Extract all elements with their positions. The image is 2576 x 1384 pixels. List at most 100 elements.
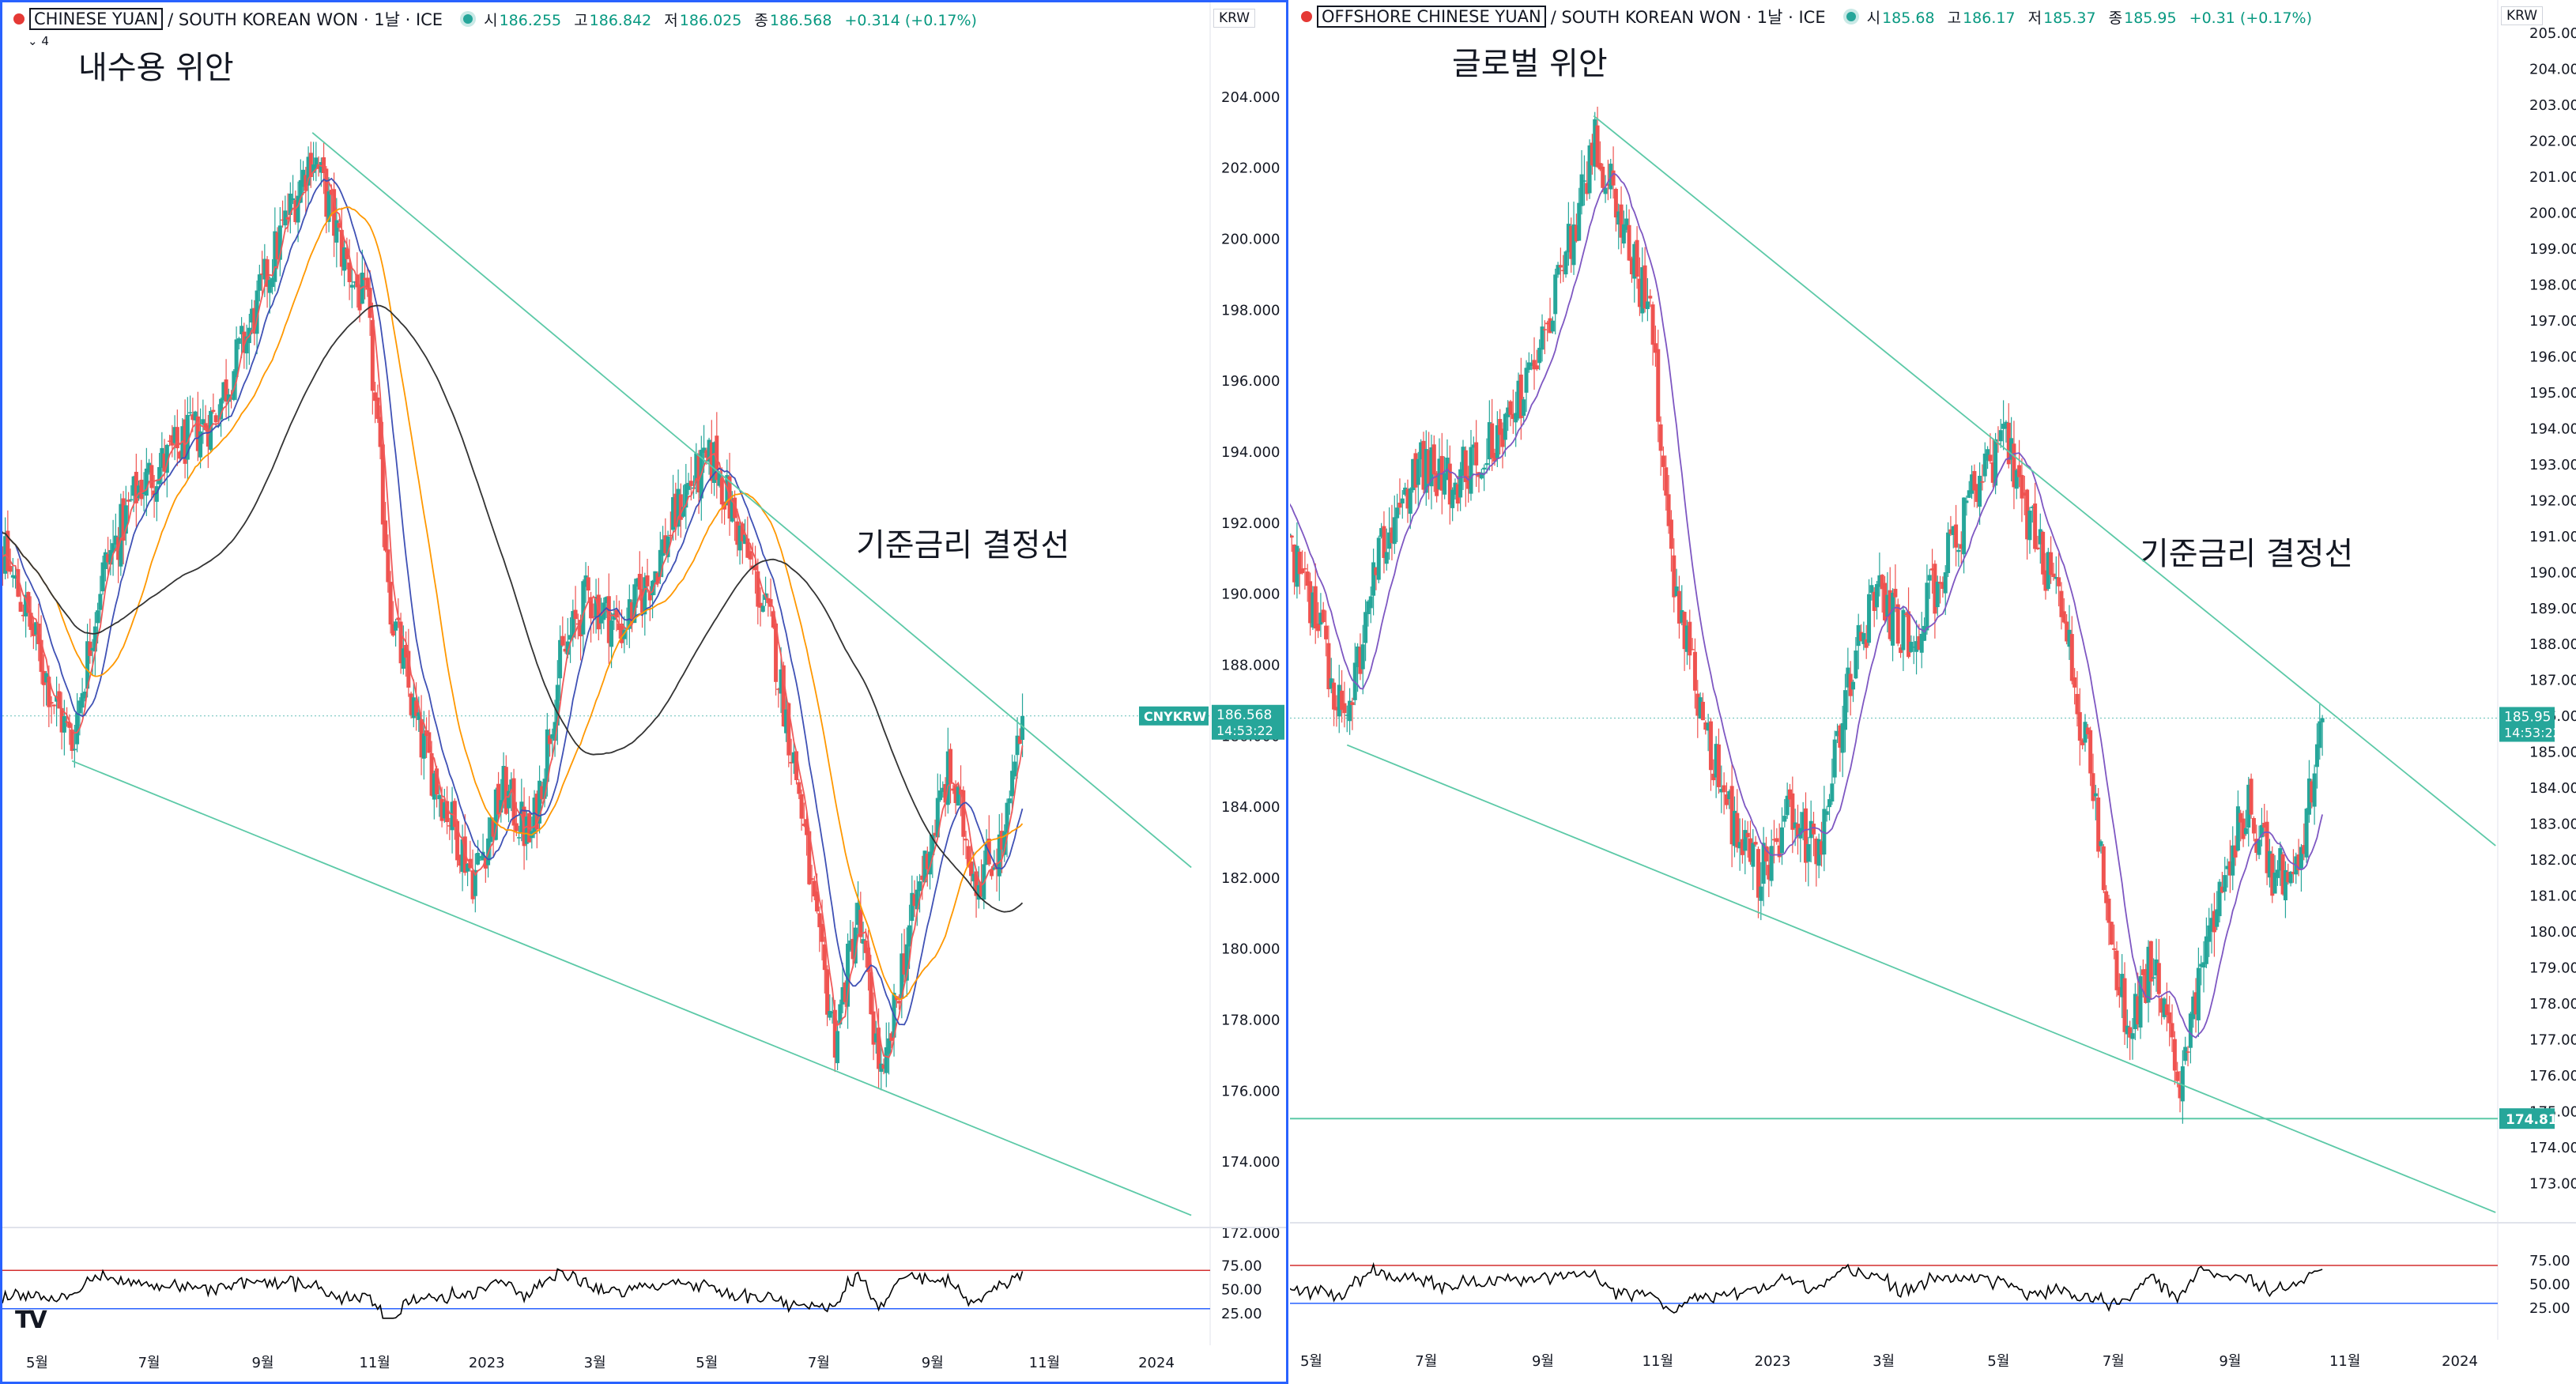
left-candle-body	[90, 647, 95, 651]
right-candle-body	[1914, 641, 1919, 652]
left-candle-body	[437, 794, 442, 800]
left-candle-body	[856, 903, 861, 926]
right-candle	[1395, 493, 1400, 542]
right-candle-body	[1801, 812, 1805, 833]
left-rsi-tick-label: 75.00	[1221, 1258, 1262, 1274]
right-candle	[1785, 783, 1790, 820]
right-candle	[2238, 809, 2243, 842]
right-candle	[1787, 783, 1792, 807]
right-candle-body	[1793, 822, 1797, 828]
left-candle-body	[445, 801, 450, 823]
left-candle-body	[971, 873, 976, 882]
right-candle	[2099, 839, 2103, 854]
right-candle	[1708, 718, 1713, 791]
left-candle-body	[236, 338, 241, 345]
left-candle	[976, 866, 981, 909]
right-candle	[1703, 720, 1708, 735]
right-candle-body	[1838, 725, 1842, 748]
right-candle	[1716, 728, 1721, 794]
left-indicator-toggle[interactable]: ⌄ 4	[28, 34, 49, 48]
right-candle	[1656, 330, 1661, 443]
left-y-tick-label: 180.000	[1221, 941, 1280, 958]
right-candle-body	[2072, 677, 2077, 688]
right-candle	[1431, 435, 1436, 492]
right-candle-body	[1869, 585, 1874, 594]
left-candle-body	[298, 179, 303, 203]
left-candle	[390, 601, 395, 637]
right-candle-body	[1443, 473, 1447, 495]
right-candle-body	[2318, 721, 2322, 749]
left-candle-body	[643, 577, 647, 615]
left-rsi-line	[2, 1268, 1024, 1319]
left-candle	[897, 994, 902, 1010]
left-candle-body	[164, 444, 169, 473]
left-candle-body	[108, 549, 113, 565]
right-candle-body	[1408, 488, 1412, 514]
right-y-tick-label: 173.00	[2529, 1176, 2576, 1193]
left-candle	[614, 594, 619, 632]
left-candle-body	[707, 439, 711, 462]
right-candle	[1907, 587, 1911, 659]
left-candle-body	[72, 749, 77, 751]
left-candle	[651, 579, 655, 619]
left-candle-body	[537, 780, 542, 824]
left-candle	[499, 779, 504, 823]
right-candle	[1585, 161, 1590, 201]
left-candle	[147, 458, 152, 475]
right-y-tick-label: 184.00	[2529, 780, 2576, 797]
right-candle-body	[2088, 730, 2093, 774]
left-chart-pane[interactable]: CHINESE YUAN / SOUTH KOREAN WON · 1날 · I…	[0, 0, 1288, 1384]
left-candle	[314, 141, 319, 182]
right-candle	[1571, 202, 1576, 275]
right-candle	[1759, 862, 1763, 921]
right-candle-body	[1435, 473, 1439, 496]
right-x-tick-label: 11월	[1643, 1353, 1673, 1370]
right-symbol-name[interactable]: OFFSHORE CHINESE YUAN	[1317, 6, 1546, 28]
left-x-tick-label: 7월	[138, 1355, 160, 1371]
left-candle-body	[439, 798, 444, 821]
right-candle	[1964, 495, 1969, 516]
right-candle-body	[2148, 941, 2153, 982]
right-candle-body	[2020, 474, 2024, 499]
left-candle-body	[314, 157, 319, 169]
right-candle	[1796, 805, 1801, 855]
right-candle-body	[1350, 702, 1355, 705]
right-candle	[2288, 870, 2293, 887]
left-candle-body	[121, 498, 126, 541]
right-candle	[1363, 599, 1368, 662]
right-candle-body	[1954, 524, 1959, 548]
right-y-tick-label: 180.00	[2529, 924, 2576, 941]
right-candle-body	[1463, 450, 1468, 482]
right-candle	[1891, 588, 1895, 662]
left-candle-body	[306, 157, 311, 186]
right-candle-body	[1927, 575, 1932, 581]
left-candle	[31, 618, 36, 650]
left-candle	[915, 876, 919, 926]
right-y-tick-label: 204.00	[2529, 61, 2576, 77]
right-candle	[2243, 809, 2248, 836]
left-candle-body	[113, 535, 118, 545]
left-candle	[298, 159, 303, 204]
left-candle	[281, 200, 285, 228]
left-candle-body	[345, 248, 349, 259]
right-candle-body	[1875, 584, 1880, 608]
right-candle	[2312, 764, 2317, 825]
left-symbol-name[interactable]: CHINESE YUAN	[29, 8, 164, 30]
left-annotation-title: 내수용 위안	[78, 50, 234, 86]
right-currency-label[interactable]: KRW	[2501, 6, 2544, 25]
right-candle	[2231, 826, 2235, 891]
left-currency-label[interactable]: KRW	[1213, 9, 1256, 28]
left-candle-body	[560, 635, 565, 646]
left-candle-body	[953, 785, 958, 803]
left-candle	[771, 609, 775, 629]
left-candle	[257, 264, 262, 302]
left-candle-body	[835, 1031, 840, 1064]
right-candle-body	[1907, 611, 1911, 658]
left-candle-body	[257, 274, 262, 291]
right-candle	[1972, 464, 1977, 507]
left-price-tag-bg	[1212, 704, 1284, 740]
left-candle-body	[900, 953, 904, 999]
right-chart-pane[interactable]: OFFSHORE CHINESE YUAN / SOUTH KOREAN WON…	[1290, 0, 2576, 1384]
right-y-tick-label: 174.00	[2529, 1140, 2576, 1156]
right-candle	[2014, 468, 2019, 500]
